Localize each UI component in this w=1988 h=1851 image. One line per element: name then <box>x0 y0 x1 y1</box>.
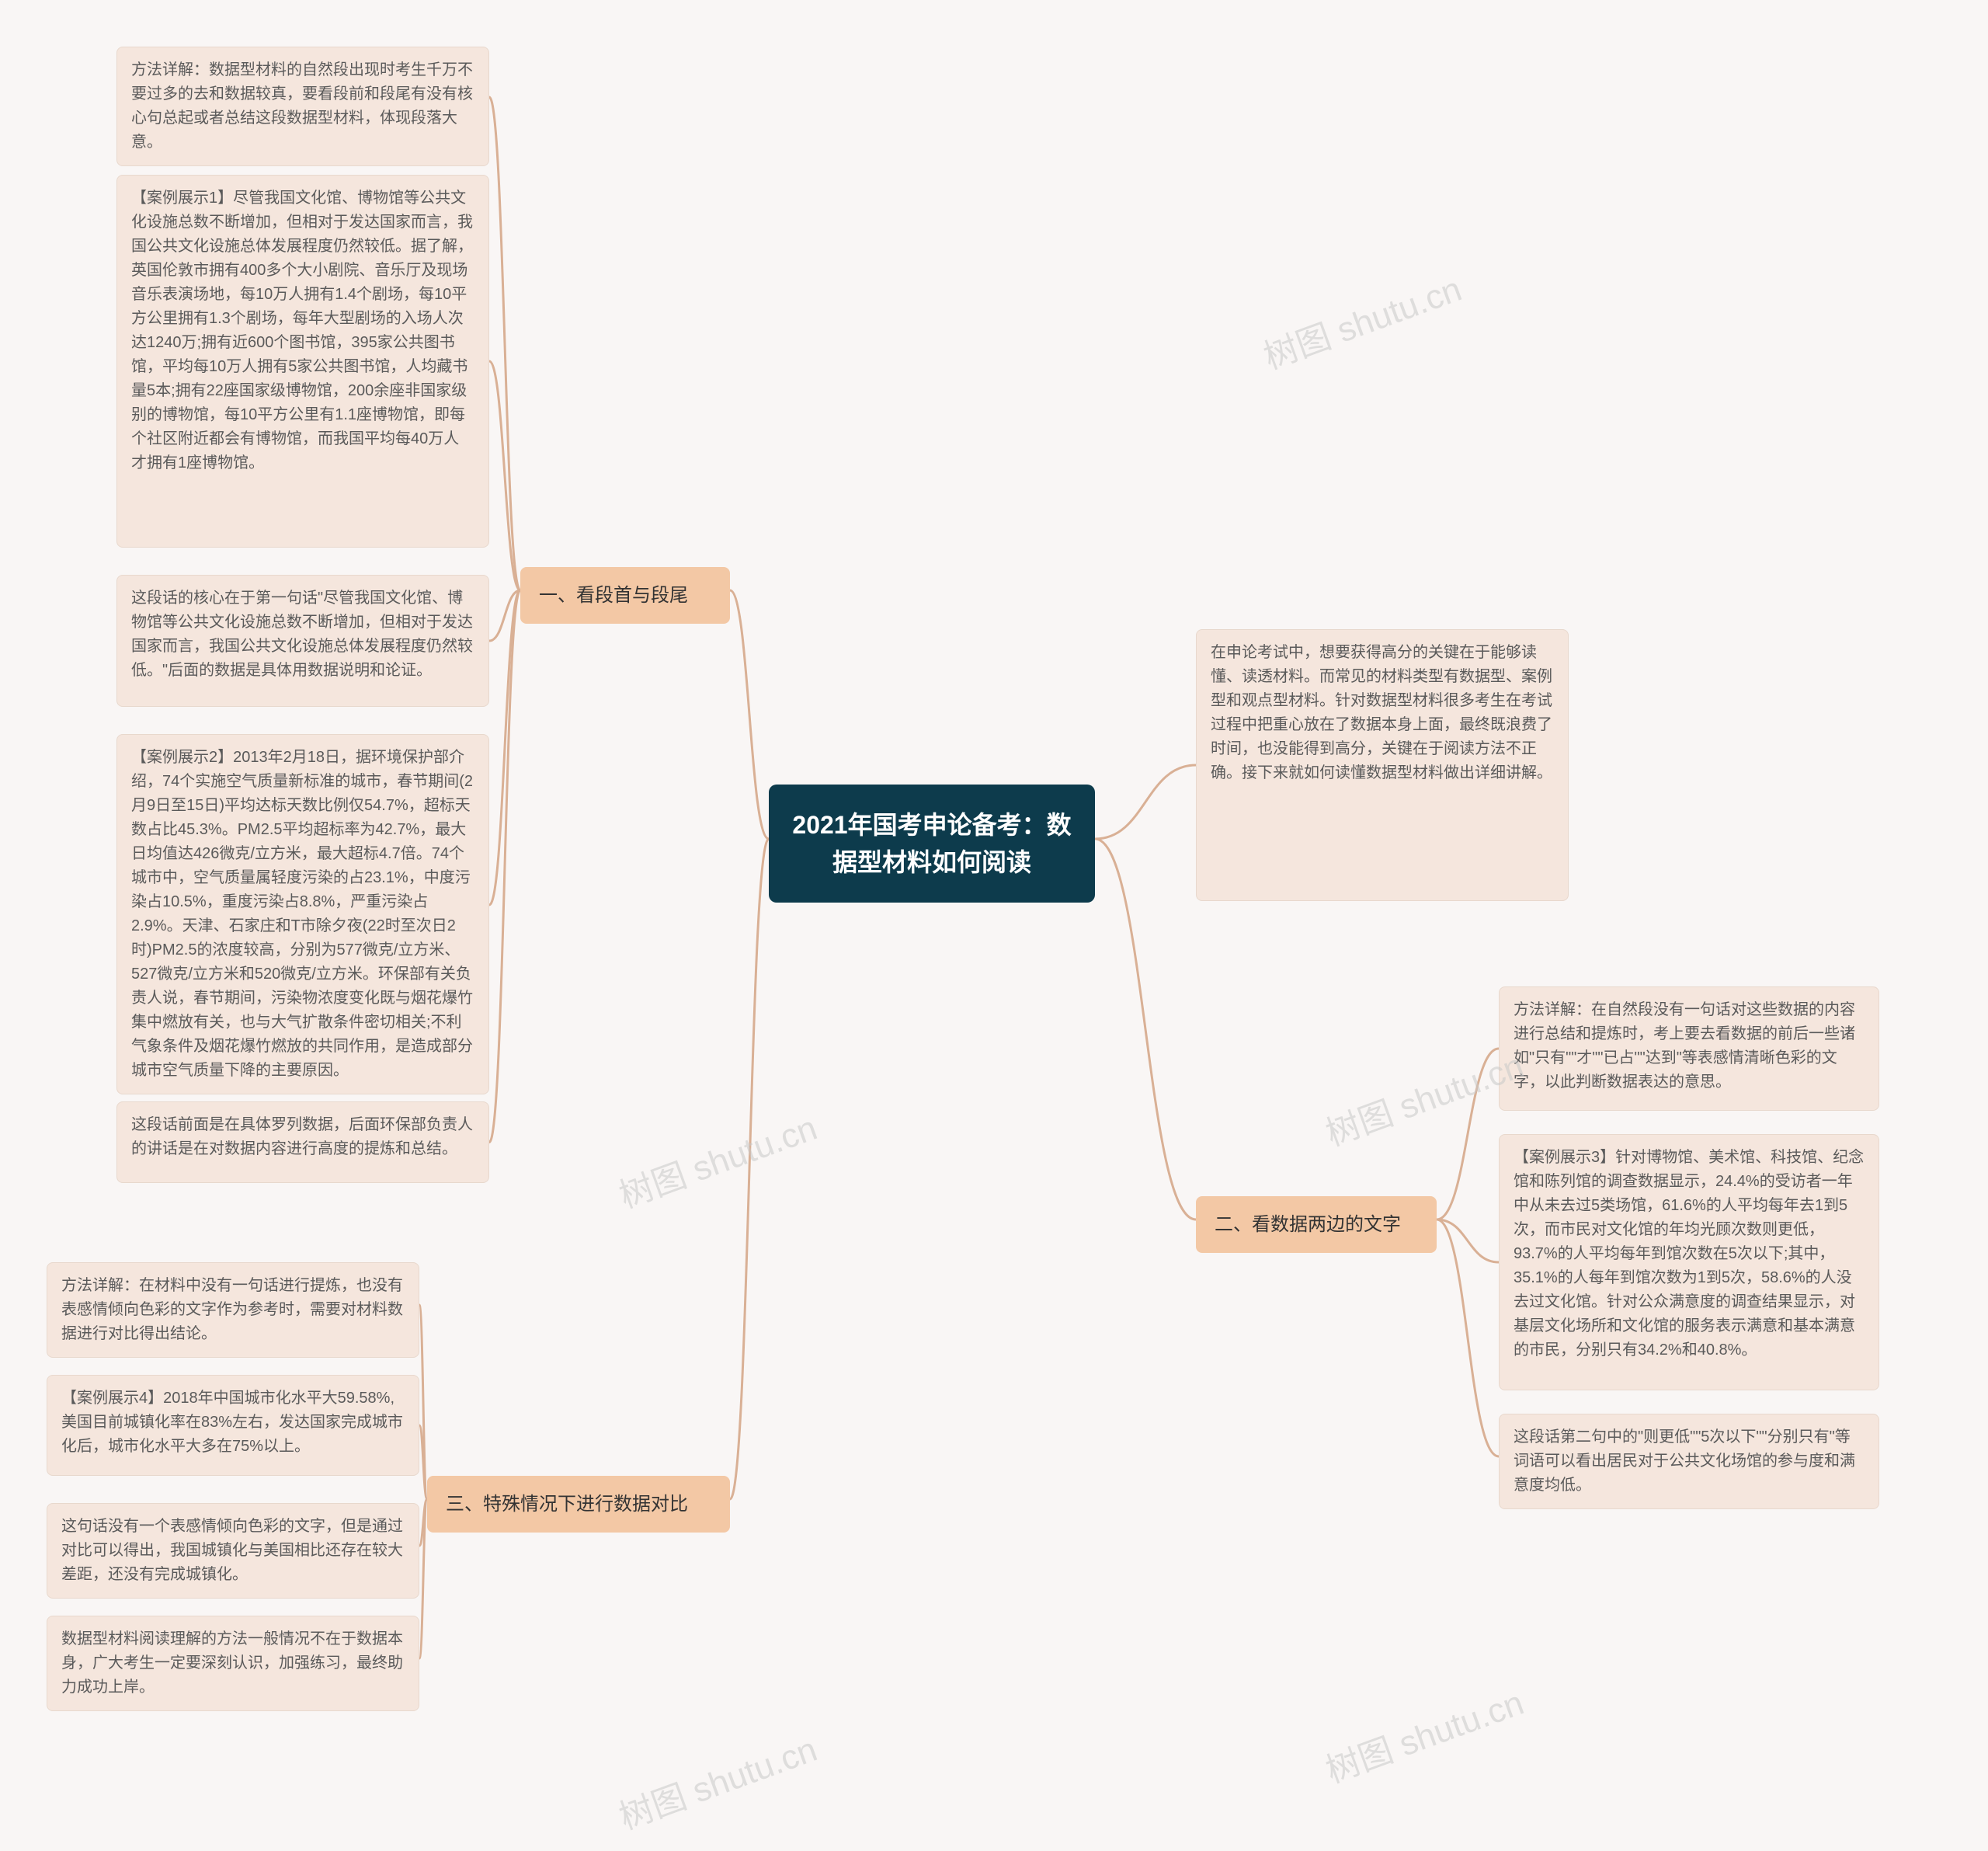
intro-node: 在申论考试中，想要获得高分的关键在于能够读懂、读透材料。而常见的材料类型有数据型… <box>1196 629 1569 901</box>
watermark: 树图 shutu.cn <box>1318 1675 1529 1792</box>
branch-1: 一、看段首与段尾 <box>520 567 730 624</box>
branch-2: 二、看数据两边的文字 <box>1196 1196 1437 1253</box>
leaf-b3-2: 【案例展示4】2018年中国城市化水平大59.58%,美国目前城镇化率在83%左… <box>47 1375 419 1476</box>
leaf-b1-2: 【案例展示1】尽管我国文化馆、博物馆等公共文化设施总数不断增加，但相对于发达国家… <box>116 175 489 548</box>
leaf-b1-3: 这段话的核心在于第一句话"尽管我国文化馆、博物馆等公共文化设施总数不断增加，但相… <box>116 575 489 707</box>
leaf-b2-2: 【案例展示3】针对博物馆、美术馆、科技馆、纪念馆和陈列馆的调查数据显示，24.4… <box>1499 1134 1879 1390</box>
leaf-b1-1: 方法详解：数据型材料的自然段出现时考生千万不要过多的去和数据较真，要看段前和段尾… <box>116 47 489 166</box>
watermark: 树图 shutu.cn <box>1318 1038 1529 1155</box>
leaf-b3-1: 方法详解：在材料中没有一句话进行提炼，也没有表感情倾向色彩的文字作为参考时，需要… <box>47 1262 419 1358</box>
leaf-b1-4: 【案例展示2】2013年2月18日，据环境保护部介绍，74个实施空气质量新标准的… <box>116 734 489 1094</box>
center-node: 2021年国考申论备考：数据型材料如何阅读 <box>769 785 1095 903</box>
leaf-b2-3: 这段话第二句中的"则更低""5次以下""分别只有"等词语可以看出居民对于公共文化… <box>1499 1414 1879 1509</box>
leaf-b3-3: 这句话没有一个表感情倾向色彩的文字，但是通过对比可以得出，我国城镇化与美国相比还… <box>47 1503 419 1599</box>
watermark: 树图 shutu.cn <box>611 1100 822 1217</box>
branch-3: 三、特殊情况下进行数据对比 <box>427 1476 730 1533</box>
watermark: 树图 shutu.cn <box>1256 261 1467 378</box>
leaf-b2-1: 方法详解：在自然段没有一句话对这些数据的内容进行总结和提炼时，考上要去看数据的前… <box>1499 986 1879 1111</box>
watermark: 树图 shutu.cn <box>611 1721 822 1839</box>
leaf-b3-4: 数据型材料阅读理解的方法一般情况不在于数据本身，广大考生一定要深刻认识，加强练习… <box>47 1616 419 1711</box>
leaf-b1-5: 这段话前面是在具体罗列数据，后面环保部负责人的讲话是在对数据内容进行高度的提炼和… <box>116 1101 489 1183</box>
